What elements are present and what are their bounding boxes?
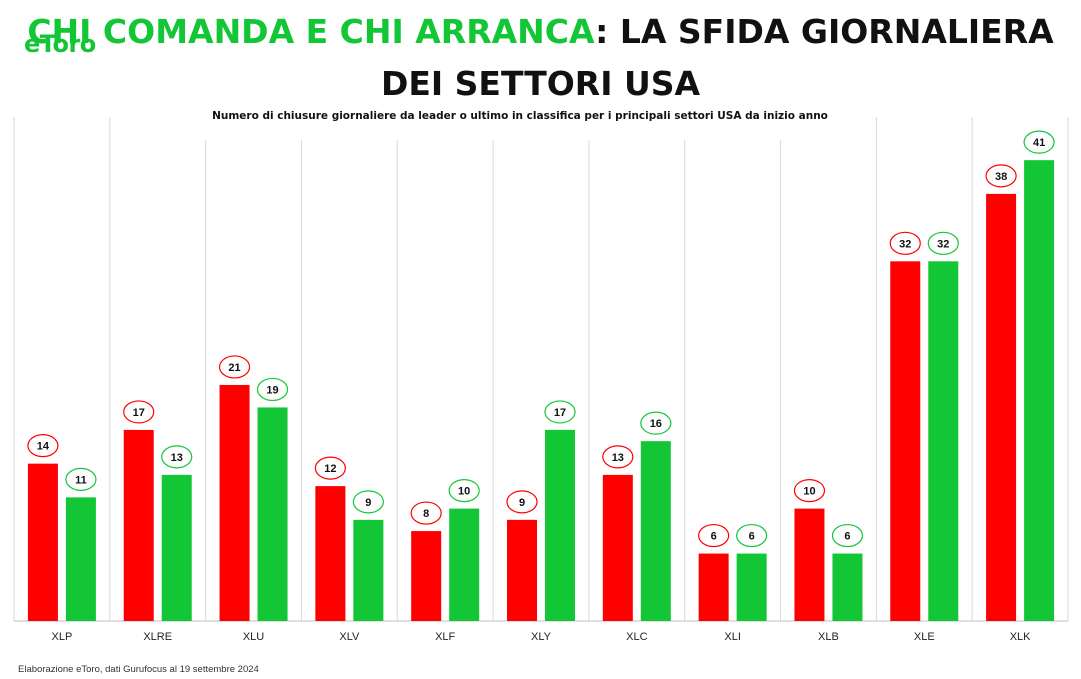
bar (65, 497, 96, 621)
data-label: 6 (749, 531, 755, 543)
data-label-circle (831, 523, 864, 548)
bar (928, 261, 959, 621)
data-label-circle (161, 445, 193, 469)
x-tick-label: XLK (1010, 631, 1031, 643)
data-label-circle (1023, 130, 1055, 154)
data-label: 12 (324, 463, 336, 475)
bar (315, 486, 346, 621)
data-label: 13 (612, 452, 624, 464)
bar (736, 553, 767, 621)
data-label-circle (352, 490, 384, 514)
data-label-circle (314, 456, 346, 480)
chart-title-highlight: Chi comanda e chi arranca (27, 12, 596, 51)
data-label-circle (27, 434, 59, 458)
data-label-circle (985, 164, 1017, 188)
data-label-circle (640, 411, 672, 435)
bar (986, 193, 1017, 621)
data-label: 21 (228, 362, 240, 374)
data-label-circle (448, 479, 480, 503)
bar (698, 553, 729, 621)
bar (219, 384, 250, 621)
source-note: Elaborazione eToro, dati Gurufocus al 19… (18, 664, 259, 675)
chart-title: Chi comanda e chi arranca: la sfida gior… (0, 6, 1081, 110)
bar (411, 531, 442, 621)
data-label: 6 (711, 531, 717, 543)
x-tick-label: XLU (243, 631, 264, 643)
data-label-circle (506, 490, 538, 514)
data-label-circle (736, 523, 768, 548)
bar (161, 474, 192, 621)
x-tick-label: XLI (724, 631, 741, 643)
etoro-logo: eToro (24, 30, 96, 58)
data-label: 32 (899, 238, 911, 250)
x-tick-label: XLC (626, 631, 647, 643)
x-tick-label: XLE (914, 631, 935, 643)
bar (890, 261, 921, 621)
data-label-circle (410, 501, 442, 525)
x-tick-label: XLP (52, 631, 73, 643)
bar (353, 519, 384, 621)
data-label: 41 (1033, 137, 1045, 149)
data-label-circle (793, 479, 826, 503)
data-label-circle (218, 355, 251, 379)
data-label-circle (698, 523, 730, 548)
x-tick-label: XLV (339, 631, 360, 643)
chart-title-rest: : la sfida giornaliera dei settori USA (380, 12, 1054, 103)
bar (27, 463, 58, 621)
bar (257, 407, 288, 621)
data-label: 14 (37, 441, 50, 453)
bar (832, 553, 863, 621)
x-tick-label: XLRE (143, 631, 172, 643)
data-label: 6 (844, 531, 850, 543)
data-label-circle (602, 445, 634, 469)
data-label: 19 (266, 384, 278, 396)
bar (640, 441, 671, 621)
data-label-circle (256, 377, 289, 402)
data-label-circle (65, 467, 97, 491)
bar (602, 474, 633, 621)
bar (507, 519, 537, 621)
data-label: 32 (937, 238, 949, 250)
data-label: 10 (803, 486, 815, 498)
data-label: 17 (554, 407, 566, 419)
bar (449, 508, 480, 621)
data-label: 17 (133, 407, 145, 419)
data-label: 38 (995, 171, 1007, 183)
bar (545, 429, 575, 621)
x-tick-label: XLY (531, 631, 552, 643)
data-label: 11 (75, 474, 87, 486)
chart-subtitle: Numero di chiusure giornaliere da leader… (212, 110, 828, 122)
data-label: 9 (365, 497, 371, 509)
data-label-circle (889, 231, 921, 255)
data-label: 13 (171, 452, 183, 464)
data-label-circle (123, 400, 155, 424)
data-label: 10 (458, 486, 470, 498)
x-tick-label: XLB (818, 631, 839, 643)
bar (794, 508, 825, 621)
data-label: 8 (423, 508, 429, 520)
bar (1024, 160, 1055, 621)
data-label: 16 (650, 418, 662, 430)
bar (123, 429, 154, 621)
data-label-circle (544, 400, 576, 424)
data-label-circle (927, 231, 959, 255)
x-tick-label: XLF (435, 631, 455, 643)
data-label: 9 (519, 497, 525, 509)
